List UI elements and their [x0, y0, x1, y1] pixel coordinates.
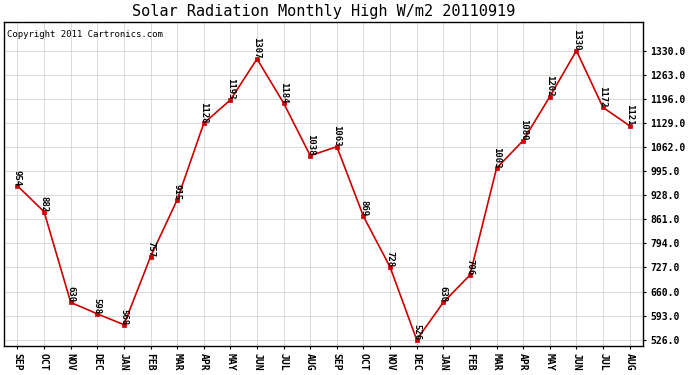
- Text: 915: 915: [172, 184, 181, 200]
- Title: Solar Radiation Monthly High W/m2 20110919: Solar Radiation Monthly High W/m2 201109…: [132, 4, 515, 19]
- Text: 1038: 1038: [306, 134, 315, 156]
- Text: 757: 757: [146, 241, 155, 257]
- Text: 1184: 1184: [279, 82, 288, 103]
- Text: 1193: 1193: [226, 78, 235, 100]
- Text: 1128: 1128: [199, 102, 208, 123]
- Text: 728: 728: [386, 251, 395, 267]
- Text: 954: 954: [13, 170, 22, 186]
- Text: 1330: 1330: [572, 29, 581, 51]
- Text: 1172: 1172: [598, 86, 607, 108]
- Text: 1121: 1121: [625, 104, 634, 126]
- Text: 882: 882: [39, 196, 48, 212]
- Text: 869: 869: [359, 200, 368, 216]
- Text: 568: 568: [119, 309, 128, 325]
- Text: 1307: 1307: [253, 38, 262, 59]
- Text: 706: 706: [466, 259, 475, 275]
- Text: 598: 598: [93, 298, 102, 314]
- Text: 1202: 1202: [545, 75, 554, 97]
- Text: 1080: 1080: [519, 119, 528, 141]
- Text: 526: 526: [412, 324, 421, 340]
- Text: 630: 630: [439, 286, 448, 302]
- Text: 1063: 1063: [333, 125, 342, 147]
- Text: 630: 630: [66, 286, 75, 302]
- Text: Copyright 2011 Cartronics.com: Copyright 2011 Cartronics.com: [8, 30, 164, 39]
- Text: 1003: 1003: [492, 147, 501, 168]
